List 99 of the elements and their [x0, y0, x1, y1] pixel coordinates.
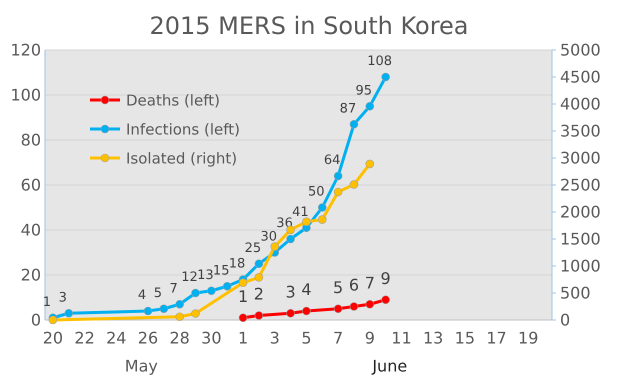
- x-tick-label: 15: [454, 328, 476, 348]
- text: May: [124, 356, 158, 376]
- point: [191, 288, 200, 298]
- point: [334, 304, 342, 314]
- y2-tick-label: 4500: [560, 68, 601, 87]
- point: [334, 172, 342, 180]
- legend-label: Isolated (right): [126, 149, 238, 168]
- data-label: 9: [380, 268, 391, 288]
- point: [302, 217, 311, 226]
- point: [254, 273, 264, 282]
- point: [318, 203, 327, 212]
- data-label: 12: [181, 270, 198, 285]
- data-label: 7: [170, 281, 178, 296]
- data-label: 5: [333, 278, 344, 297]
- point: [381, 72, 390, 82]
- data-label: 30: [260, 230, 278, 244]
- point: [350, 180, 358, 189]
- y2-tick-label: 0: [560, 310, 570, 330]
- x-tick-label: 24: [106, 328, 126, 348]
- point: [48, 316, 58, 324]
- point: [64, 308, 74, 318]
- data-label: 15: [212, 263, 230, 278]
- point: [144, 306, 152, 316]
- point: [238, 278, 248, 288]
- data-label: 36: [276, 216, 293, 231]
- y2-tick-label: 1000: [560, 256, 601, 276]
- point: [318, 215, 327, 224]
- x-tick-label: 3: [270, 328, 280, 348]
- y-tick-label: 120: [10, 40, 41, 60]
- data-label: 87: [340, 101, 356, 116]
- y2-tick-label: 3500: [560, 122, 601, 141]
- y2-tick-label: 500: [560, 284, 591, 303]
- legend-label: Infections (left): [126, 120, 240, 138]
- data-label: 13: [197, 268, 214, 283]
- data-label: 7: [364, 273, 375, 292]
- data-label: 6: [348, 276, 360, 294]
- x-tick-label: 5: [301, 328, 312, 348]
- y2-tick-label: 3000: [560, 148, 601, 168]
- y-tick-label: 60: [20, 176, 41, 195]
- x-tick-label: 1: [238, 328, 248, 348]
- data-label: 41: [292, 204, 309, 220]
- point: [365, 160, 374, 168]
- y-tick-label: 0: [30, 310, 41, 330]
- x-tick-label: 30: [201, 328, 222, 348]
- point: [175, 300, 184, 309]
- y2-tick-label: 5000: [560, 40, 601, 60]
- point: [365, 300, 374, 309]
- data-label: 2: [254, 284, 264, 304]
- y-tick-label: 20: [20, 266, 41, 285]
- x-tick-label: 9: [364, 328, 375, 348]
- x-tick-label: 11: [391, 328, 412, 348]
- x-tick-label: 20: [42, 328, 64, 348]
- y-tick-label: 100: [10, 86, 41, 105]
- point: [160, 304, 168, 314]
- point: [286, 308, 295, 318]
- point: [365, 102, 374, 111]
- point: [254, 311, 264, 320]
- x-tick-label: 17: [486, 328, 507, 348]
- point: [191, 309, 200, 318]
- y2-tick-label: 2500: [560, 176, 601, 195]
- data-label: 1: [42, 294, 52, 310]
- point: [350, 302, 358, 311]
- x-tick-label: 28: [169, 328, 190, 348]
- x-tick-label: 22: [74, 328, 95, 348]
- x-tick-label: 26: [138, 328, 158, 348]
- legend-label: Deaths (left): [126, 91, 220, 110]
- point: [175, 312, 184, 322]
- point: [302, 306, 311, 316]
- data-label: 95: [356, 83, 372, 98]
- point: [207, 286, 216, 296]
- data-label: 3: [285, 282, 296, 302]
- data-label: 50: [308, 184, 325, 200]
- point: [254, 259, 264, 268]
- point: [222, 282, 232, 291]
- data-label: 18: [228, 256, 246, 272]
- data-label: 25: [244, 240, 262, 256]
- data-label: 3: [58, 290, 67, 306]
- point: [238, 313, 248, 322]
- point: [381, 295, 390, 304]
- point: [286, 234, 295, 244]
- y2-tick-label: 1500: [560, 230, 601, 249]
- chart-title: 2015 MERS in South Korea: [149, 12, 469, 40]
- y2-tick-label: 2000: [560, 202, 601, 222]
- data-label: 64: [324, 153, 340, 168]
- data-label: 4: [301, 280, 312, 299]
- point: [350, 120, 358, 129]
- text: June: [371, 356, 408, 376]
- data-label: 5: [154, 286, 162, 301]
- y-tick-label: 80: [20, 130, 41, 150]
- data-label: 4: [138, 288, 146, 303]
- x-tick-label: 19: [518, 328, 538, 348]
- x-tick-label: 13: [422, 328, 444, 348]
- data-label: 1: [238, 286, 248, 306]
- data-label: 108: [367, 54, 392, 69]
- point: [270, 242, 280, 251]
- y2-tick-label: 4000: [560, 94, 601, 114]
- x-tick-label: 7: [333, 328, 344, 348]
- point: [334, 188, 342, 196]
- y-tick-label: 40: [20, 220, 41, 240]
